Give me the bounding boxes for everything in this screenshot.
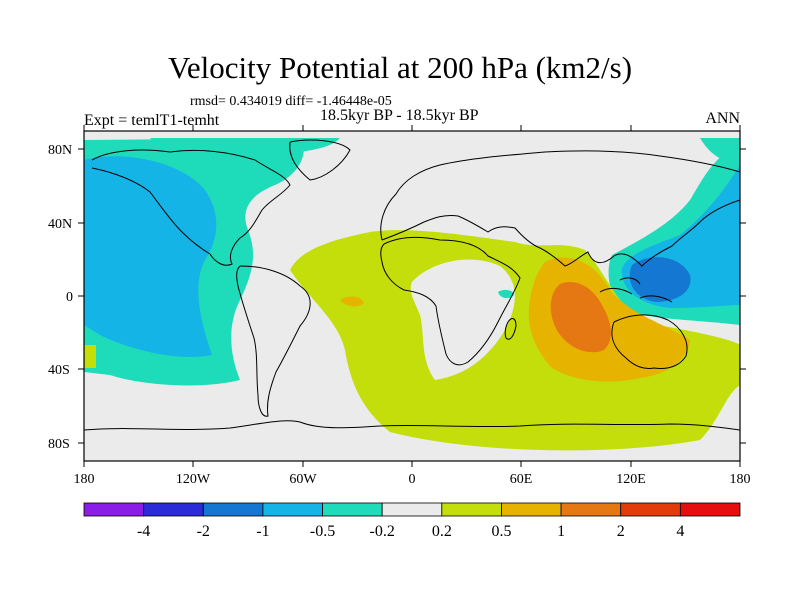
colorbar-swatch: [501, 502, 562, 517]
colorbar: -4 -2 -1 -0.5 -0.2 0.2 0.5 1 2 4: [83, 502, 741, 540]
colorbar-swatch: [202, 502, 264, 517]
lon-label-120E: 120E: [616, 472, 646, 487]
period-subtitle: 18.5kyr BP - 18.5kyr BP: [320, 107, 479, 124]
colorbar-swatch: [262, 502, 323, 517]
colorbar-swatch: [83, 502, 145, 517]
lat-ticks: [78, 148, 746, 444]
coastline-antarctica: [84, 420, 740, 431]
contour-pos-1-indian-ocean: [550, 282, 611, 353]
lon-label-120W: 120W: [176, 472, 211, 487]
contour-pos-0p2-west-pacific-edge: [84, 345, 96, 368]
colorbar-label: -0.2: [370, 523, 395, 540]
lon-label-180-west: 180: [74, 472, 95, 487]
lat-label-40N: 40N: [48, 217, 72, 232]
coastlines: [84, 139, 740, 431]
colorbar-swatch: [143, 502, 204, 517]
coastline-madagascar: [504, 318, 517, 340]
map-title: Velocity Potential at 200 hPa (km2/s): [167, 50, 633, 85]
lon-ticks: [83, 125, 741, 467]
colorbar-label: 4: [676, 523, 684, 540]
coastline-north-america: [91, 149, 291, 266]
coastline-eurasia: [380, 150, 740, 267]
colorbar-swatch: [679, 502, 741, 517]
velocity-potential-field: [84, 131, 740, 461]
contour-neg-0p2-africa-spot: [498, 289, 514, 299]
contour-pos-0p5-south-atlantic-spot: [340, 296, 364, 307]
lat-label-40S: 40S: [48, 363, 70, 378]
lat-label-0: 0: [66, 290, 73, 305]
colorbar-swatch: [560, 502, 622, 517]
colorbar-label: -0.5: [310, 523, 335, 540]
lon-label-60W: 60W: [289, 472, 317, 487]
colorbar-label: 0.2: [432, 523, 452, 540]
contour-neg-0p2-north-atlantic: [150, 138, 340, 164]
colorbar-label: 2: [617, 523, 625, 540]
rmsd-diff-stats: rmsd= 0.434019 diff= -1.46448e-05: [190, 94, 392, 109]
coastline-south-america: [236, 265, 311, 417]
colorbar-label: -4: [137, 523, 150, 540]
lat-label-80S: 80S: [48, 437, 70, 452]
colorbar-swatch: [620, 502, 681, 517]
colorbar-label: -1: [256, 523, 269, 540]
contour-pos-0p2-indo-atlantic: [290, 230, 740, 451]
lat-label-80N: 80N: [48, 143, 72, 158]
coastline-africa: [380, 236, 521, 366]
lon-label-180-east: 180: [730, 472, 751, 487]
colorbar-swatch: [381, 502, 443, 517]
experiment-label: Expt = temlT1-temht: [84, 112, 220, 129]
season-label: ANN: [705, 110, 740, 127]
contour-neg-0p2-africa-gap: [410, 259, 515, 380]
lon-label-0: 0: [409, 472, 416, 487]
colorbar-label: -2: [197, 523, 210, 540]
coastline-maritime-continent: [599, 277, 673, 303]
contour-neg-0p5-pacific: [84, 156, 217, 358]
colorbar-swatch: [322, 502, 383, 517]
coastline-greenland: [289, 139, 351, 181]
lon-label-60E: 60E: [510, 472, 533, 487]
colorbar-label: 0.5: [491, 523, 511, 540]
colorbar-swatch: [441, 502, 502, 517]
contour-neg-1-west-pacific: [629, 257, 691, 302]
coastline-australia: [611, 314, 688, 369]
colorbar-label: 1: [557, 523, 565, 540]
contour-neg-0p2-arctic-east: [700, 138, 740, 162]
